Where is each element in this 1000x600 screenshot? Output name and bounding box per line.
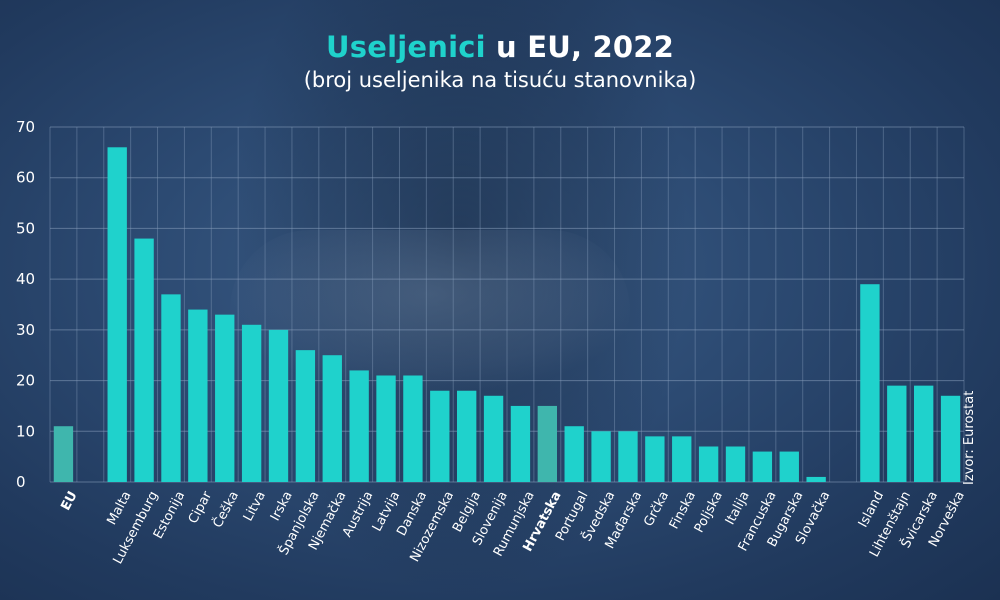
bar-danska [403,375,423,482]
chart-grid [49,126,965,483]
bar-grčka [645,436,665,482]
bar-belgija [456,390,477,482]
y-tick-label: 0 [16,473,26,491]
bar-portugal [564,426,584,482]
chart-title: Useljenici u EU, 2022 [0,30,1000,64]
bar-mađarska [618,431,638,482]
x-tick-label: Irska [268,489,296,524]
bar-norveška [940,395,961,482]
bar-hrvatska [537,405,558,482]
bar-francuska [752,451,773,482]
y-tick-label: 30 [16,321,35,339]
bar-bugarska [779,451,799,482]
bar-poljska [698,446,719,482]
y-tick-label: 50 [16,219,35,237]
y-tick-label: 70 [16,118,35,136]
bar-eu [53,426,74,482]
chart-title-rest: u EU, 2022 [496,30,674,64]
bar-švedska [591,431,611,482]
bar-cipar [188,309,208,482]
bar-luksemburg [134,238,154,482]
bar-rumunjska [510,405,531,482]
bar-irska [268,329,289,482]
bar-latvija [376,375,396,482]
y-tick-label: 60 [16,169,35,187]
bar-austrija [349,370,369,482]
bar-češka [215,314,235,482]
bar-malta [107,147,127,483]
bar-island [860,284,880,482]
chart-subtitle: (broj useljenika na tisuću stanovnika) [303,68,697,92]
background-photo-figure [230,0,690,600]
bar-italija [725,446,746,482]
bar-lihtenštajn [887,385,907,482]
chart-bars [53,147,961,483]
x-axis-labels: EU MaltaLuksemburgEstonijaCiparČeškaLitva… [58,488,967,566]
bar-švicarska [913,385,934,482]
chart-title-accent: Useljenici [326,30,486,64]
y-axis-ticks: 0 10 20 30 40 50 60 70 [16,118,35,491]
bar-nizozemska [430,390,450,482]
bar-španjolska [295,350,316,482]
bar-finska [672,436,692,482]
x-tick-label: Litva [241,489,269,524]
bar-slovačka [806,476,826,482]
y-tick-label: 20 [16,372,35,390]
x-tick-label: Češka [210,488,242,530]
bar-slovenija [483,395,504,482]
bar-njemačka [322,355,342,482]
x-tick-label: EU [58,489,80,513]
y-tick-label: 10 [16,422,35,440]
bar-litva [241,324,262,482]
y-tick-label: 40 [16,270,35,288]
bar-estonija [161,294,181,482]
